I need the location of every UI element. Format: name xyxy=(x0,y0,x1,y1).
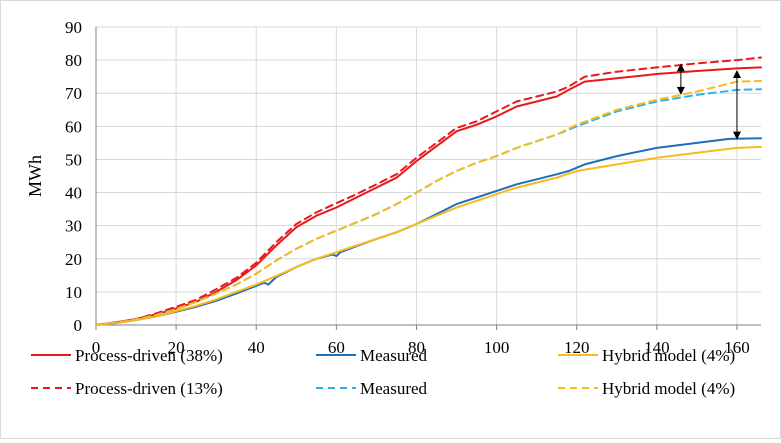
series-line-6 xyxy=(95,80,762,326)
series-lines xyxy=(95,56,762,326)
arrow-head-up-1 xyxy=(676,63,685,72)
x-tick-label: 160 xyxy=(724,338,750,357)
y-tick-label: 80 xyxy=(65,51,82,70)
tick-labels: 0 10 20 30 40 50 60 70 80 90 0 20 40 60 80 100 120 140 160 xyxy=(65,18,750,357)
y-tick-label: 50 xyxy=(65,150,82,169)
arrow-head-down-1 xyxy=(676,86,685,95)
x-tick-label: 20 xyxy=(168,338,185,357)
axes xyxy=(95,27,761,330)
legend: Process-driven (38%) Measured Hybrid model… xyxy=(31,346,735,398)
x-tick-label: 60 xyxy=(328,338,345,357)
arrow-head-down-2 xyxy=(732,131,741,140)
x-tick-label: 100 xyxy=(484,338,510,357)
y-tick-label: 0 xyxy=(74,316,83,335)
x-tick-label: 140 xyxy=(644,338,670,357)
series-line-5 xyxy=(95,88,762,326)
y-tick-label: 70 xyxy=(65,84,82,103)
y-tick-label: 30 xyxy=(65,217,82,236)
series-line-3 xyxy=(95,145,762,326)
series-line-2 xyxy=(95,137,762,326)
series-line-4 xyxy=(95,56,762,326)
series-line-1 xyxy=(95,66,762,326)
y-tick-label: 20 xyxy=(65,250,82,269)
legend-label-4: Process-driven (13%) xyxy=(75,379,223,398)
y-tick-label: 90 xyxy=(65,18,82,37)
y-tick-label: 10 xyxy=(65,283,82,302)
legend-label-6: Hybrid model (4%) xyxy=(602,379,735,398)
y-tick-label: 60 xyxy=(65,117,82,136)
x-tick-label: 40 xyxy=(248,338,265,357)
legend-label-1: Process-driven (38%) xyxy=(75,346,223,365)
annotation-arrows xyxy=(676,63,741,140)
x-tick-label: 120 xyxy=(564,338,590,357)
legend-label-5: Measured xyxy=(360,379,428,398)
legend-label-2: Measured xyxy=(360,346,428,365)
x-tick-label: 0 xyxy=(92,338,101,357)
x-tick-label: 80 xyxy=(408,338,425,357)
grid-lines xyxy=(96,26,761,325)
legend-label-3: Hybrid model (4%) xyxy=(602,346,735,365)
y-tick-label: 40 xyxy=(65,184,82,203)
arrow-head-up-2 xyxy=(732,70,741,79)
y-axis-title: MWh xyxy=(25,155,45,197)
